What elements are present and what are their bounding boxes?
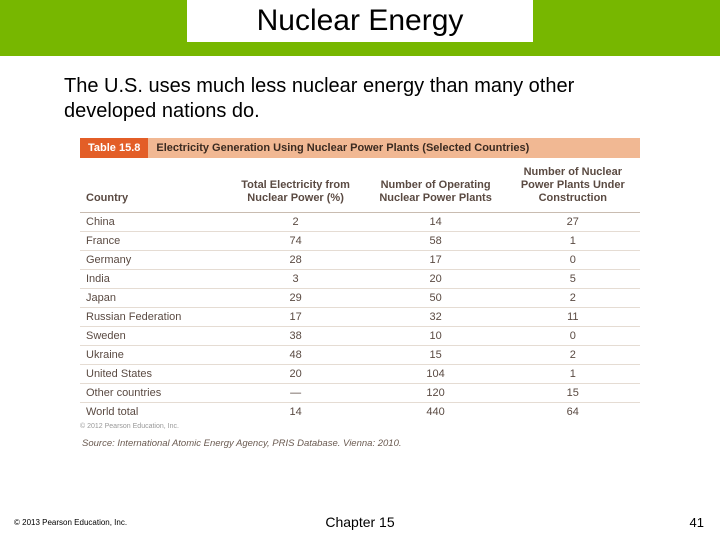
table-row: France74581 [80,231,640,250]
table-row: Germany28170 [80,250,640,269]
col-operating-plants: Number of Operating Nuclear Power Plants [366,158,506,212]
table-header-bar: Table 15.8 Electricity Generation Using … [80,138,640,158]
footer-page-number: 41 [690,515,704,530]
col-country: Country [80,158,226,212]
table-row: Russian Federation173211 [80,307,640,326]
table-row-total: World total1444064 [80,402,640,421]
table-row: Japan29502 [80,288,640,307]
table-caption: Electricity Generation Using Nuclear Pow… [148,138,640,158]
table-inner-copyright: © 2012 Pearson Education, Inc. [80,423,640,430]
table-row: Sweden38100 [80,326,640,345]
footer: © 2013 Pearson Education, Inc. Chapter 1… [0,514,720,530]
table-body: China21427 France74581 Germany28170 Indi… [80,212,640,421]
table-head-row: Country Total Electricity from Nuclear P… [80,158,640,212]
table-row: India3205 [80,269,640,288]
body-text: The U.S. uses much less nuclear energy t… [64,74,660,124]
table-row: China21427 [80,212,640,231]
nuclear-table: Country Total Electricity from Nuclear P… [80,158,640,421]
page-title: Nuclear Energy [187,0,534,42]
table-number: Table 15.8 [80,138,148,158]
col-total-electricity: Total Electricity from Nuclear Power (%) [226,158,366,212]
table-row: Other countries—12015 [80,383,640,402]
table-row: United States201041 [80,364,640,383]
col-under-construction: Number of Nuclear Power Plants Under Con… [506,158,640,212]
table-row: Ukraine48152 [80,345,640,364]
data-table: Table 15.8 Electricity Generation Using … [80,138,640,449]
footer-copyright: © 2013 Pearson Education, Inc. [14,518,127,527]
title-bar: Nuclear Energy [0,0,720,56]
table-source: Source: International Atomic Energy Agen… [82,438,640,449]
